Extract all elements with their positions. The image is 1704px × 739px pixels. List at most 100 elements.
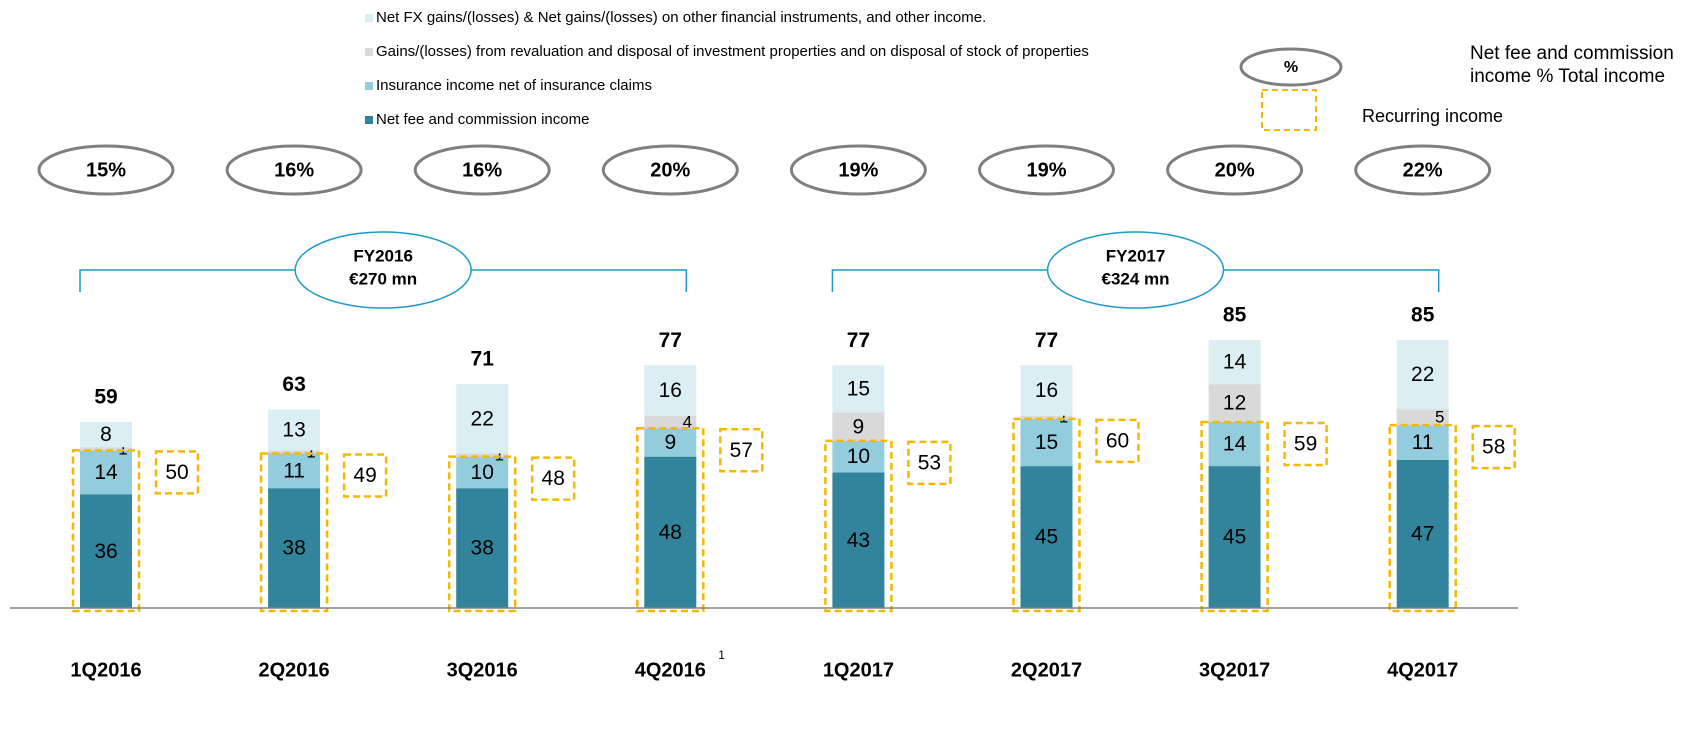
share-label: 20%: [1215, 159, 1255, 181]
total-label: 77: [1035, 329, 1058, 352]
bar-segment: [832, 412, 885, 441]
recurring-tag: [154, 450, 200, 495]
value-label: 11: [283, 459, 305, 482]
legend-symbol: %: [1284, 59, 1298, 76]
bar-segment: [1396, 425, 1449, 460]
bar-segment: [1020, 365, 1073, 416]
recurring-label: 60: [1106, 429, 1129, 452]
value-label: 47: [1411, 522, 1434, 545]
share-label: 15%: [86, 159, 126, 181]
value-label: 14: [1223, 351, 1247, 374]
bar-segment: [456, 453, 509, 457]
bar-segment: [456, 384, 509, 454]
bar-segment: [456, 456, 509, 489]
bar-segment: [1208, 466, 1261, 608]
x-tick-label: 4Q2016: [635, 659, 706, 681]
value-label: 38: [282, 537, 305, 560]
value-label: 16: [659, 379, 682, 402]
value-label: 8: [100, 423, 112, 446]
recurring-label: 59: [1294, 433, 1317, 456]
total-label: 85: [1411, 304, 1435, 327]
recurring-label: 57: [730, 439, 753, 462]
share-ellipse: [225, 144, 363, 196]
bar-segment: [644, 456, 697, 608]
recurring-tag: [530, 456, 576, 501]
share-label: 22%: [1403, 159, 1443, 181]
legend-swatch: [365, 116, 373, 124]
legend-label: Net fee and commission income % Total in…: [1470, 43, 1674, 87]
value-label: 10: [471, 461, 494, 484]
value-label: 15: [847, 377, 870, 400]
legend-label: Recurring income: [1362, 106, 1503, 126]
bar-segment: [80, 447, 132, 451]
recurring-box: [1200, 420, 1269, 613]
recurring-box: [824, 439, 893, 613]
value-label: 1: [1059, 408, 1068, 427]
legend-label: Net FX gains/(losses) & Net gains/(losse…: [376, 9, 986, 26]
share-label: 16%: [274, 159, 314, 181]
annotation: €270 mn: [349, 269, 417, 288]
bar-segment: [832, 440, 885, 473]
value-label: 48: [659, 521, 682, 544]
legend-swatch: [1261, 89, 1317, 131]
total-label: 77: [659, 329, 682, 352]
bar-segment: [1396, 409, 1449, 426]
bar-segment: [1396, 340, 1449, 410]
share-label: 16%: [462, 159, 502, 181]
x-tick-label: 2Q2017: [1011, 659, 1082, 681]
recurring-label: 50: [165, 461, 188, 484]
bar-segment: [1020, 418, 1073, 467]
recurring-label: 53: [918, 451, 941, 474]
value-label: 45: [1223, 526, 1246, 549]
bar-segment: [268, 409, 321, 451]
legend-swatch: [365, 48, 373, 56]
total-label: 71: [471, 348, 495, 371]
annotation-ellipse: [294, 231, 472, 309]
value-label: 14: [1223, 433, 1247, 456]
bar-segment: [268, 453, 321, 489]
recurring-tag: [907, 440, 952, 486]
bar-segment: [80, 421, 132, 448]
x-tick-label: 3Q2016: [447, 659, 518, 681]
share-label: 20%: [650, 159, 690, 181]
value-label: 1: [494, 446, 503, 465]
recurring-tag: [1283, 421, 1328, 467]
share-label: 19%: [1026, 159, 1066, 181]
recurring-tag: [1095, 418, 1140, 464]
share-ellipse: [1166, 144, 1304, 196]
value-label: 11: [1412, 431, 1434, 454]
annotation-ellipse: [1046, 231, 1225, 309]
bar-segment: [1020, 466, 1073, 608]
x-tick-label: 4Q2017: [1387, 659, 1458, 681]
total-label: 77: [847, 329, 870, 352]
recurring-label: 49: [353, 464, 376, 487]
value-label: 38: [471, 537, 494, 560]
x-tick-label: 2Q2016: [259, 659, 330, 681]
legend-swatch: [365, 14, 373, 22]
bar-segment: [644, 415, 697, 429]
share-ellipse: [978, 144, 1115, 196]
value-label: 43: [847, 529, 870, 552]
bar-segment: [80, 450, 132, 495]
recurring-tag: [342, 453, 388, 498]
share-ellipse: [413, 144, 551, 196]
value-label: 1: [306, 442, 315, 461]
total-label: 63: [282, 373, 305, 396]
x-tick-label: 3Q2017: [1199, 659, 1270, 681]
recurring-box: [1012, 417, 1081, 613]
value-label: 45: [1035, 526, 1058, 549]
share-ellipse: [789, 144, 927, 196]
value-label: 9: [664, 431, 676, 454]
annotation: FY2017: [1106, 246, 1166, 265]
x-tick-label: 1Q2016: [70, 659, 141, 681]
share-ellipse: [37, 144, 175, 196]
recurring-box: [447, 455, 517, 613]
total-label: 85: [1223, 304, 1247, 327]
recurring-box: [71, 449, 141, 613]
bar-segment: [832, 472, 885, 608]
recurring-label: 48: [542, 467, 565, 490]
share-ellipse: [1354, 144, 1492, 196]
bar-segment: [1208, 384, 1261, 422]
share-label: 19%: [838, 159, 878, 181]
